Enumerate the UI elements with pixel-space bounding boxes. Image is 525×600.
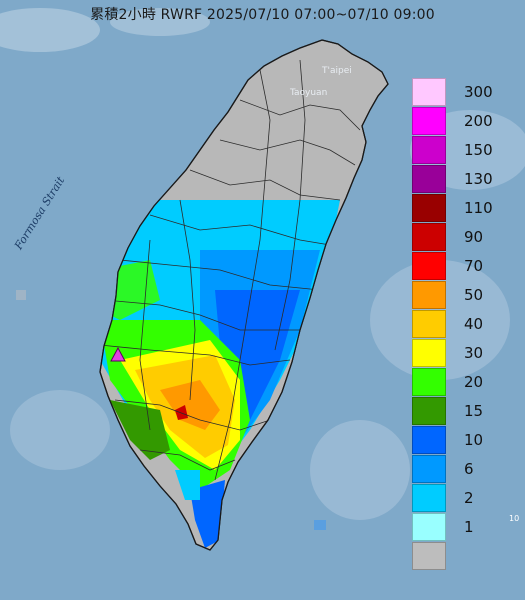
legend-label: 1 bbox=[464, 518, 474, 536]
legend-label: 200 bbox=[464, 112, 493, 130]
legend-swatch bbox=[412, 397, 446, 425]
legend-label: 300 bbox=[464, 83, 493, 101]
legend-label: 20 bbox=[464, 373, 484, 391]
legend-swatch bbox=[412, 223, 446, 251]
legend-label: 110 bbox=[464, 199, 493, 217]
legend-swatch bbox=[412, 455, 446, 483]
legend-swatch bbox=[412, 281, 446, 309]
map-title: 累積2小時 RWRF 2025/07/10 07:00~07/10 09:00 bbox=[90, 7, 435, 23]
legend-swatch bbox=[412, 484, 446, 512]
legend-swatch bbox=[412, 542, 446, 570]
legend-label: 15 bbox=[464, 402, 484, 420]
legend-label: 90 bbox=[464, 228, 484, 246]
legend-label: 2 bbox=[464, 489, 474, 507]
rainfall-legend: 300 200 150 130 110 90 70 50 40 30 20 15 10 6 2 1 bbox=[412, 78, 522, 572]
city-label-taoyuan: Taoyuan bbox=[290, 88, 328, 98]
satellite-clouds bbox=[0, 8, 525, 520]
legend-swatch bbox=[412, 426, 446, 454]
penghu-islands bbox=[16, 290, 26, 300]
legend-swatch bbox=[412, 165, 446, 193]
legend-swatch bbox=[412, 107, 446, 135]
legend-label: 50 bbox=[464, 286, 484, 304]
legend-label: 10 bbox=[464, 431, 484, 449]
county-boundaries bbox=[100, 59, 361, 481]
lanyu-island bbox=[314, 520, 326, 530]
legend-swatch bbox=[412, 194, 446, 222]
city-label-taipei: T'aipei bbox=[322, 66, 352, 76]
legend-swatch bbox=[412, 368, 446, 396]
legend-swatch bbox=[412, 78, 446, 106]
corner-mark: 10 bbox=[509, 514, 520, 523]
legend-swatch bbox=[412, 339, 446, 367]
legend-swatch bbox=[412, 513, 446, 541]
legend-label: 30 bbox=[464, 344, 484, 362]
legend-swatch bbox=[412, 310, 446, 338]
legend-label: 6 bbox=[464, 460, 474, 478]
legend-label: 130 bbox=[464, 170, 493, 188]
legend-swatch bbox=[412, 252, 446, 280]
legend-label: 40 bbox=[464, 315, 484, 333]
legend-label: 150 bbox=[464, 141, 493, 159]
legend-swatch bbox=[412, 136, 446, 164]
rain-gauge-triangle-marker bbox=[110, 346, 126, 362]
legend-label: 70 bbox=[464, 257, 484, 275]
